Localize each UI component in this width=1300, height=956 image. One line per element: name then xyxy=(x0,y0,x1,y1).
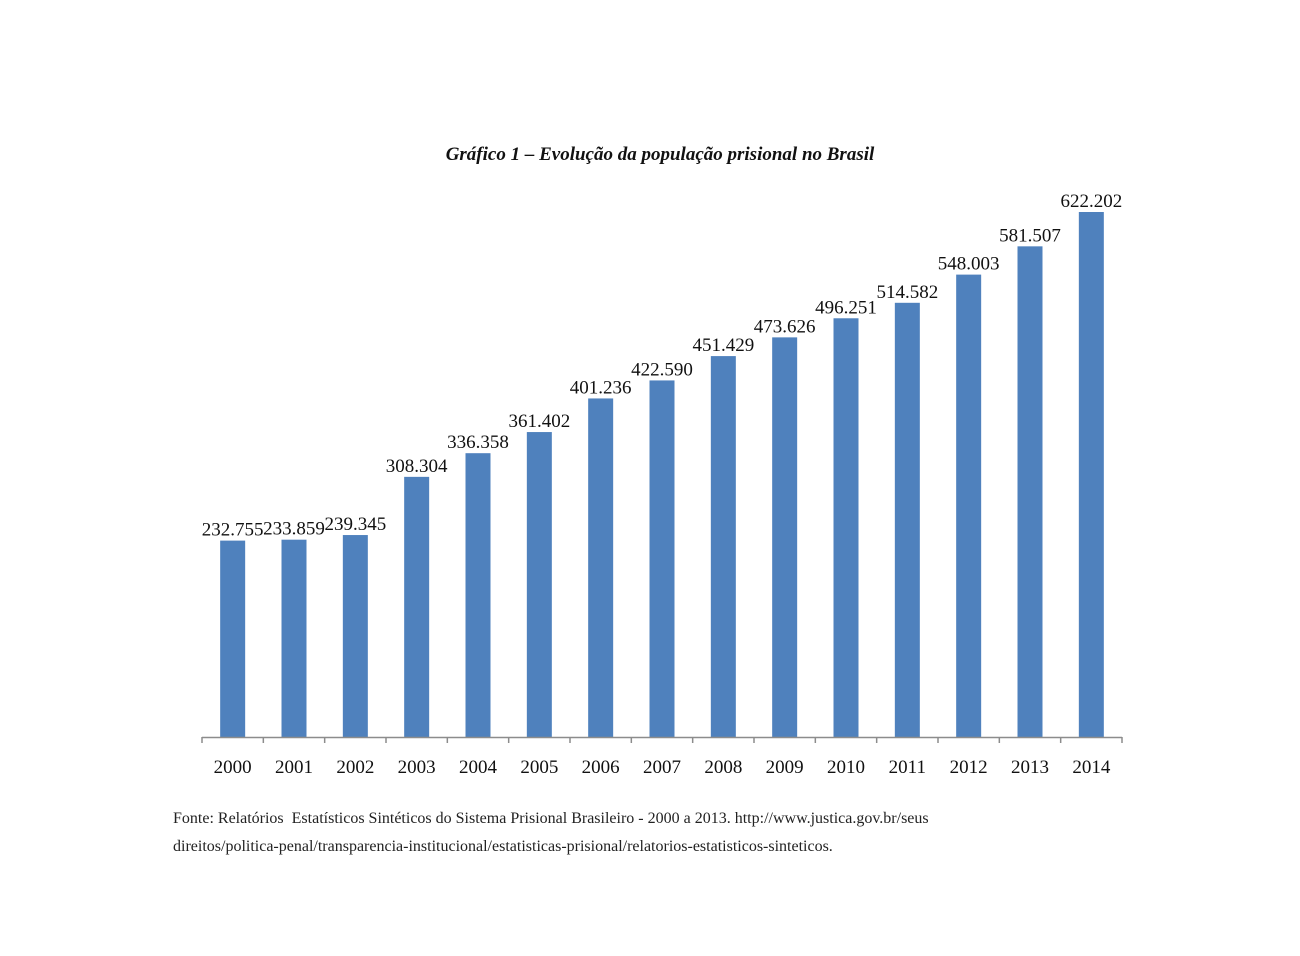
chart-title: Gráfico 1 – Evolução da população prisio… xyxy=(445,144,875,165)
tick-label-2011: 2011 xyxy=(889,757,926,778)
tick-label-2013: 2013 xyxy=(1011,757,1049,778)
bars-group xyxy=(220,212,1104,737)
tick-label-2009: 2009 xyxy=(766,757,804,778)
tick-label-2007: 2007 xyxy=(643,757,681,778)
bar-2003 xyxy=(404,476,430,737)
value-label-2001: 233.859 xyxy=(263,519,325,540)
bar-2001 xyxy=(281,539,307,737)
bar-2014 xyxy=(1078,212,1104,737)
value-label-2003: 308.304 xyxy=(386,456,448,477)
tick-labels-group: 2000 2001 2002 2003 2004 2005 2006 2007 2008 2009… xyxy=(214,757,1111,778)
value-labels-group: 232.755 233.859 239.345 308.304 336.358361.4… xyxy=(202,191,1122,541)
value-label-2008: 451.429 xyxy=(692,335,754,356)
tick-label-2000: 2000 xyxy=(214,757,252,778)
tick-label-2012: 2012 xyxy=(950,757,988,778)
tick-label-2010: 2010 xyxy=(827,757,865,778)
tick-label-2014: 2014 xyxy=(1072,757,1111,778)
value-label-2010: 496.251 xyxy=(815,297,877,318)
value-label-2002: 239.345 xyxy=(324,514,386,535)
value-label-2013: 581.507 xyxy=(999,225,1061,246)
value-label-2007: 422.590 xyxy=(631,359,693,380)
bar-2012 xyxy=(956,274,982,737)
value-label-2005: 361.402 xyxy=(508,411,570,432)
tick-label-2008: 2008 xyxy=(704,757,742,778)
value-label-2011: 514.582 xyxy=(876,282,938,303)
bar-2006 xyxy=(588,398,614,737)
value-label-2012: 548.003 xyxy=(938,254,1000,275)
bar-2007 xyxy=(649,380,675,737)
tick-label-2004: 2004 xyxy=(459,757,498,778)
bar-2004 xyxy=(465,453,491,737)
value-label-2014: 622.202 xyxy=(1060,191,1122,212)
tick-label-2006: 2006 xyxy=(582,757,620,778)
bar-2010 xyxy=(833,318,859,737)
bar-2011 xyxy=(894,302,920,737)
value-label-2004: 336.358 xyxy=(447,432,509,453)
tick-label-2001: 2001 xyxy=(275,757,313,778)
value-label-2006: 401.236 xyxy=(570,377,632,398)
bar-2002 xyxy=(342,535,368,737)
source-note: Fonte: Relatórios Estatísticos Sintético… xyxy=(173,805,1163,861)
bar-2013 xyxy=(1017,246,1043,737)
value-label-2009: 473.626 xyxy=(754,316,816,337)
bar-2008 xyxy=(710,356,736,737)
source-line-1: Fonte: Relatórios Estatísticos Sintético… xyxy=(173,810,929,827)
tick-label-2005: 2005 xyxy=(520,757,558,778)
source-line-2: direitos/politica-penal/transparencia-in… xyxy=(173,838,833,855)
bar-2000 xyxy=(220,540,246,737)
value-label-2000: 232.755 xyxy=(202,520,264,541)
bar-2009 xyxy=(772,337,798,737)
x-axis xyxy=(201,736,1123,743)
tick-label-2002: 2002 xyxy=(336,757,374,778)
bar-2005 xyxy=(526,432,552,737)
tick-label-2003: 2003 xyxy=(398,757,436,778)
